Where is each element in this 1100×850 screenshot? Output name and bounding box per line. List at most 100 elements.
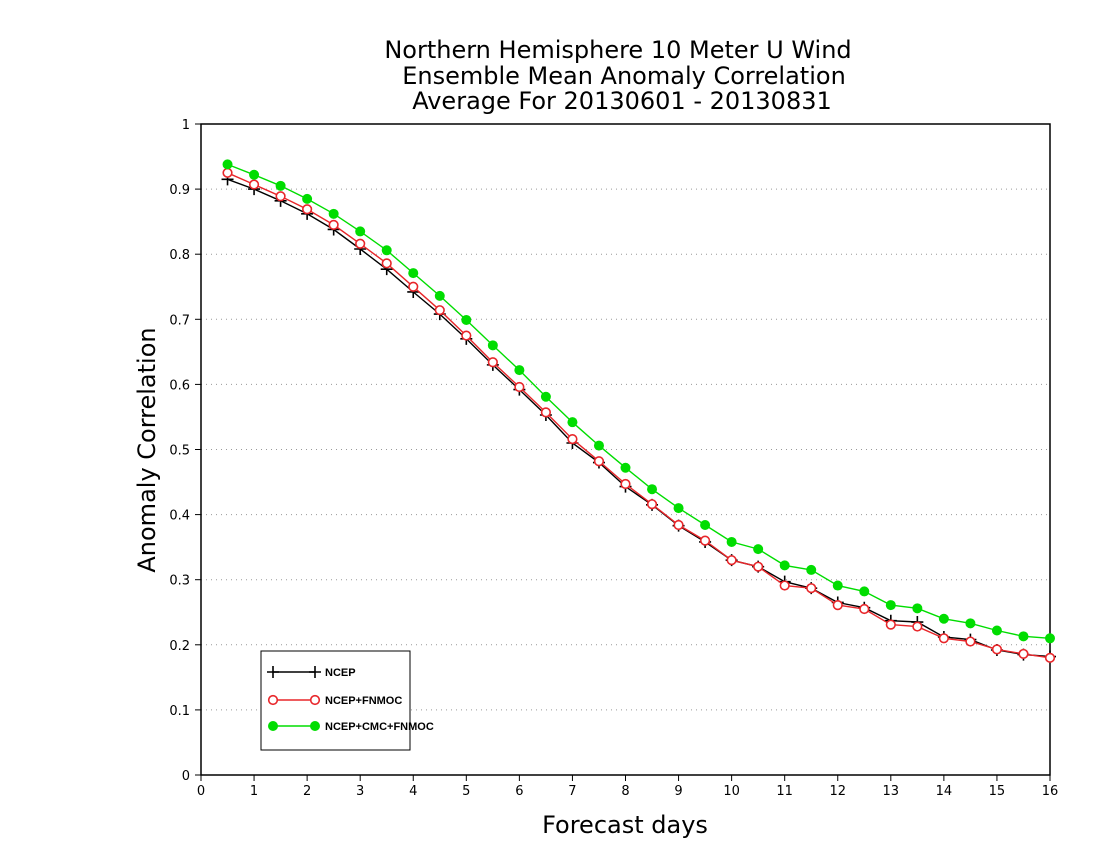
y-tick-label: 0.7 [169,313,190,328]
data-point [593,456,605,467]
series-group [221,159,1056,663]
data-point [381,258,392,269]
data-point [275,180,286,191]
data-point [267,666,279,678]
y-tick-label: 0.6 [169,378,190,393]
data-point [328,219,339,231]
data-point [859,586,870,597]
data-point [885,600,896,611]
data-point [753,561,764,572]
y-axis-title: Anomaly Correlation [133,327,161,572]
x-tick-label: 5 [462,784,470,799]
y-tick-label: 0.5 [169,444,190,459]
data-point [806,564,817,575]
x-tick-label: 1 [250,784,258,799]
x-axis-title: Forecast days [542,811,708,839]
data-point [1018,631,1029,642]
data-point [310,721,320,731]
series-line [227,178,1051,658]
data-point [222,159,233,170]
data-point [938,613,949,624]
title-line-2: Ensemble Mean Anomaly Correlation [402,62,846,90]
x-tick-label: 16 [1042,784,1059,799]
data-point [593,440,604,451]
data-point [673,503,684,514]
data-point [620,478,631,490]
x-tick-label: 6 [515,784,523,799]
x-tick-label: 15 [989,784,1006,799]
x-tick-label: 0 [197,784,205,799]
data-point [434,290,445,301]
data-point [912,621,923,632]
x-tick-label: 12 [829,784,846,799]
data-point [991,625,1002,636]
data-point [965,618,976,629]
data-point [646,499,658,510]
x-tick-label: 2 [303,784,311,799]
y-tick-label: 0 [182,769,190,784]
legend: NCEP NCEP+FNMOC NCEP+CMC+FNMOC [260,650,434,751]
data-point [832,599,843,611]
data-point [267,694,279,706]
data-point [938,633,949,644]
data-point [620,462,631,473]
chart-title: Northern Hemisphere 10 Meter U Wind Ense… [384,36,851,115]
data-point [726,555,737,566]
y-tick-label: 0.8 [169,248,190,263]
series-ncep-fnmoc [222,167,1056,663]
data-point [275,191,286,202]
data-point [309,666,321,678]
data-point [540,407,552,418]
legend-entry: NCEP [267,666,356,679]
legend-entry: NCEP+CMC+FNMOC [268,721,434,733]
data-point [408,281,419,292]
data-point [806,583,817,594]
data-point [647,484,658,495]
x-tick-label: 4 [409,784,417,799]
data-point [461,314,472,325]
title-line-1: Northern Hemisphere 10 Meter U Wind [384,36,851,64]
legend-label: NCEP [325,667,356,679]
series-ncep [221,173,1056,663]
y-tick-label: 0.1 [169,704,190,719]
data-point [965,636,976,647]
title-line-3: Average For 20130601 - 20130831 [412,87,832,115]
data-point [487,340,498,351]
y-tick-label: 0.2 [169,639,190,654]
data-point [779,560,790,571]
gridlines [201,188,1050,711]
y-tick-label: 1 [182,118,190,133]
data-point [991,644,1003,655]
data-point [1044,652,1056,663]
data-point [309,694,321,706]
data-point [222,167,233,178]
data-point [381,245,392,256]
legend-label: NCEP+CMC+FNMOC [325,721,434,733]
data-point [779,580,790,591]
data-point [249,169,260,180]
data-point [328,208,339,219]
x-tick-label: 11 [776,784,793,799]
data-point [248,179,260,190]
y-axis-ticks: 0 0.1 0.2 0.3 0.4 0.5 0.6 0.7 0.8 0.9 1 [169,118,201,784]
series-line [227,163,1051,639]
data-point [540,391,551,402]
x-tick-label: 13 [883,784,900,799]
data-point [302,204,313,215]
data-point [700,520,711,531]
data-point [673,519,684,531]
data-point [753,544,764,555]
x-tick-label: 7 [568,784,576,799]
data-point [268,721,278,731]
x-tick-label: 8 [621,784,629,799]
data-point [885,619,896,630]
data-point [434,305,445,316]
x-axis-ticks: 0 1 2 3 4 5 6 7 8 9 10 11 12 13 14 15 16 [197,775,1058,799]
data-point [487,357,498,368]
data-point [355,238,366,249]
data-point [832,580,843,591]
data-point [859,603,870,615]
data-point [567,433,578,445]
data-point [514,381,525,393]
